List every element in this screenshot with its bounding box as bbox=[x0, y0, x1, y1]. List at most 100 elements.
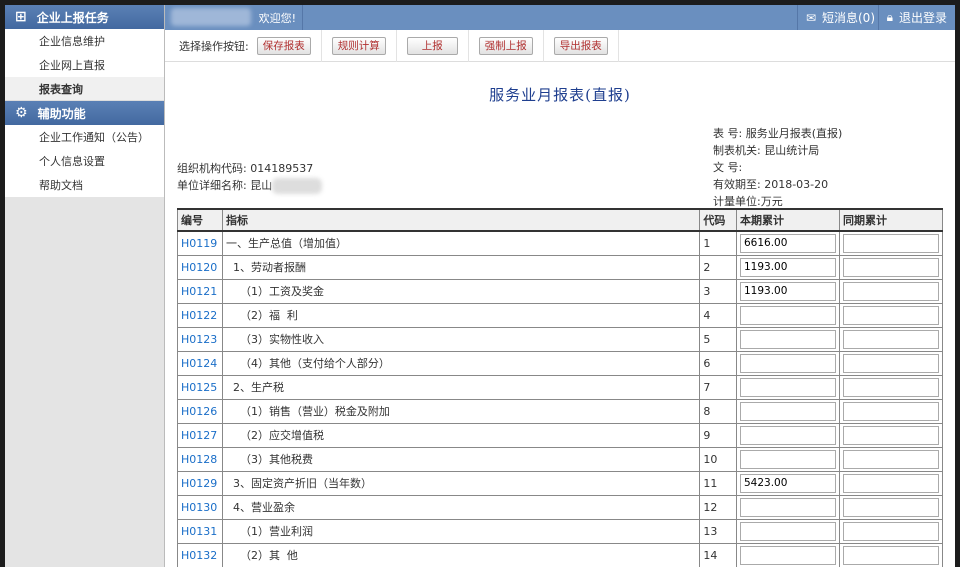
prior-period-input[interactable] bbox=[842, 257, 939, 277]
messages-label: 短消息(0) bbox=[822, 11, 875, 25]
table-row: H0125 2、生产税 7 bbox=[177, 374, 944, 400]
row-code-link[interactable]: H0121 bbox=[181, 284, 218, 298]
current-period-input[interactable]: 5423.00 bbox=[739, 473, 836, 493]
prior-cell bbox=[838, 278, 944, 304]
sidebar-item[interactable]: 企业工作通知（公告） bbox=[5, 125, 164, 149]
row-code-link[interactable]: H0126 bbox=[181, 404, 218, 418]
prior-period-input[interactable] bbox=[842, 329, 939, 349]
row-code-link[interactable]: H0130 bbox=[181, 500, 218, 514]
prior-period-input[interactable] bbox=[842, 545, 939, 565]
table-row: H0131 （1）营业利润 13 bbox=[177, 518, 944, 544]
messages-button[interactable]: ✉ 短消息(0) bbox=[796, 5, 883, 30]
sidebar-item[interactable]: 企业信息维护 bbox=[5, 29, 164, 53]
prior-period-input[interactable] bbox=[842, 305, 939, 325]
row-code-link[interactable]: H0123 bbox=[181, 332, 218, 346]
prior-period-input[interactable] bbox=[842, 353, 939, 373]
row-code-link[interactable]: H0128 bbox=[181, 452, 218, 466]
table-row: H0119 一、生产总值（增加值） 1 6616.00 bbox=[177, 230, 944, 256]
current-period-input[interactable] bbox=[739, 401, 836, 421]
sidebar-section-header[interactable]: ⊞ 企业上报任务 bbox=[5, 5, 164, 29]
sidebar-item[interactable]: 个人信息设置 bbox=[5, 149, 164, 173]
row-code-link[interactable]: H0119 bbox=[181, 236, 218, 250]
authority-label: 制表机关: bbox=[713, 144, 761, 157]
current-period-input[interactable] bbox=[739, 305, 836, 325]
row-code-cell: H0120 bbox=[177, 254, 223, 280]
row-code-link[interactable]: H0127 bbox=[181, 428, 218, 442]
toolbar-button[interactable]: 强制上报 bbox=[478, 36, 533, 55]
measure-unit-label: 计量单位: bbox=[713, 195, 761, 208]
row-code-link[interactable]: H0131 bbox=[181, 524, 218, 538]
prior-period-input[interactable] bbox=[842, 377, 939, 397]
row-code-cell: H0127 bbox=[177, 422, 223, 448]
row-code-cell: H0123 bbox=[177, 326, 223, 352]
current-period-input[interactable] bbox=[739, 521, 836, 541]
table-row: H0129 3、固定资产折旧（当年数） 11 5423.00 bbox=[177, 470, 944, 496]
column-header: 同期累计 bbox=[838, 208, 944, 232]
current-period-input[interactable] bbox=[739, 425, 836, 445]
prior-period-input[interactable] bbox=[842, 281, 939, 301]
prior-period-input[interactable] bbox=[842, 497, 939, 517]
row-code-link[interactable]: H0129 bbox=[181, 476, 218, 490]
divider bbox=[542, 29, 544, 62]
current-period-input[interactable]: 1193.00 bbox=[739, 281, 836, 301]
indicator: 4、营业盈余 bbox=[221, 494, 701, 520]
row-code-cell: H0128 bbox=[177, 446, 223, 472]
sidebar-item[interactable]: 企业网上直报 bbox=[5, 53, 164, 77]
line-code: 7 bbox=[699, 374, 737, 400]
toolbar-button[interactable]: 上报 bbox=[406, 36, 458, 55]
row-code-cell: H0125 bbox=[177, 374, 223, 400]
current-cell bbox=[735, 518, 840, 544]
current-period-input[interactable] bbox=[739, 377, 836, 397]
logout-button[interactable]: 🔒︎ 退出登录 bbox=[877, 5, 955, 30]
row-code-link[interactable]: H0125 bbox=[181, 380, 218, 394]
prior-period-input[interactable] bbox=[842, 401, 939, 421]
table-row: H0126 （1）销售（营业）税金及附加 8 bbox=[177, 398, 944, 424]
current-period-input[interactable] bbox=[739, 329, 836, 349]
current-period-input[interactable] bbox=[739, 449, 836, 469]
row-code-cell: H0132 bbox=[177, 542, 223, 567]
indicator: （1）销售（营业）税金及附加 bbox=[221, 398, 701, 424]
line-code: 8 bbox=[699, 398, 737, 424]
current-period-input[interactable]: 1193.00 bbox=[739, 257, 836, 277]
prior-period-input[interactable] bbox=[842, 425, 939, 445]
table-row: H0130 4、营业盈余 12 bbox=[177, 494, 944, 520]
current-cell bbox=[735, 326, 840, 352]
unit-name-label: 单位详细名称: bbox=[177, 179, 247, 192]
indicator: 一、生产总值（增加值） bbox=[221, 230, 701, 256]
sidebar-section-header[interactable]: ⚙ 辅助功能 bbox=[5, 101, 164, 125]
table-row: H0132 （2）其 他 14 bbox=[177, 542, 944, 567]
row-code-link[interactable]: H0132 bbox=[181, 548, 218, 562]
row-code-link[interactable]: H0122 bbox=[181, 308, 218, 322]
line-code: 3 bbox=[699, 278, 737, 304]
prior-cell bbox=[838, 254, 944, 280]
indicator: （2）福 利 bbox=[221, 302, 701, 328]
row-code-cell: H0121 bbox=[177, 278, 223, 304]
toolbar-button[interactable]: 导出报表 bbox=[553, 36, 608, 55]
current-period-input[interactable] bbox=[739, 353, 836, 373]
indicator: （3）其他税费 bbox=[221, 446, 701, 472]
prior-period-input[interactable] bbox=[842, 473, 939, 493]
sidebar-item[interactable]: 报表查询 bbox=[5, 77, 164, 101]
row-code-cell: H0130 bbox=[177, 494, 223, 520]
indicator: 1、劳动者报酬 bbox=[221, 254, 701, 280]
line-code: 12 bbox=[699, 494, 737, 520]
prior-period-input[interactable] bbox=[842, 233, 939, 253]
current-period-input[interactable] bbox=[739, 545, 836, 565]
current-cell bbox=[735, 446, 840, 472]
sidebar-item[interactable]: 帮助文档 bbox=[5, 173, 164, 197]
report-area: 服务业月报表(直报) 组织机构代码: 014189537 单位详细名称: 昆山 … bbox=[165, 62, 955, 567]
prior-period-input[interactable] bbox=[842, 449, 939, 469]
prior-cell bbox=[838, 518, 944, 544]
row-code-link[interactable]: H0124 bbox=[181, 356, 218, 370]
prior-cell bbox=[838, 398, 944, 424]
toolbar-button[interactable]: 规则计算 bbox=[331, 36, 386, 55]
current-cell bbox=[735, 302, 840, 328]
current-period-input[interactable] bbox=[739, 497, 836, 517]
toolbar-button[interactable]: 保存报表 bbox=[256, 36, 311, 55]
current-period-input[interactable]: 6616.00 bbox=[739, 233, 836, 253]
current-cell bbox=[735, 542, 840, 567]
divider bbox=[467, 29, 469, 62]
row-code-cell: H0124 bbox=[177, 350, 223, 376]
row-code-link[interactable]: H0120 bbox=[181, 260, 218, 274]
prior-period-input[interactable] bbox=[842, 521, 939, 541]
